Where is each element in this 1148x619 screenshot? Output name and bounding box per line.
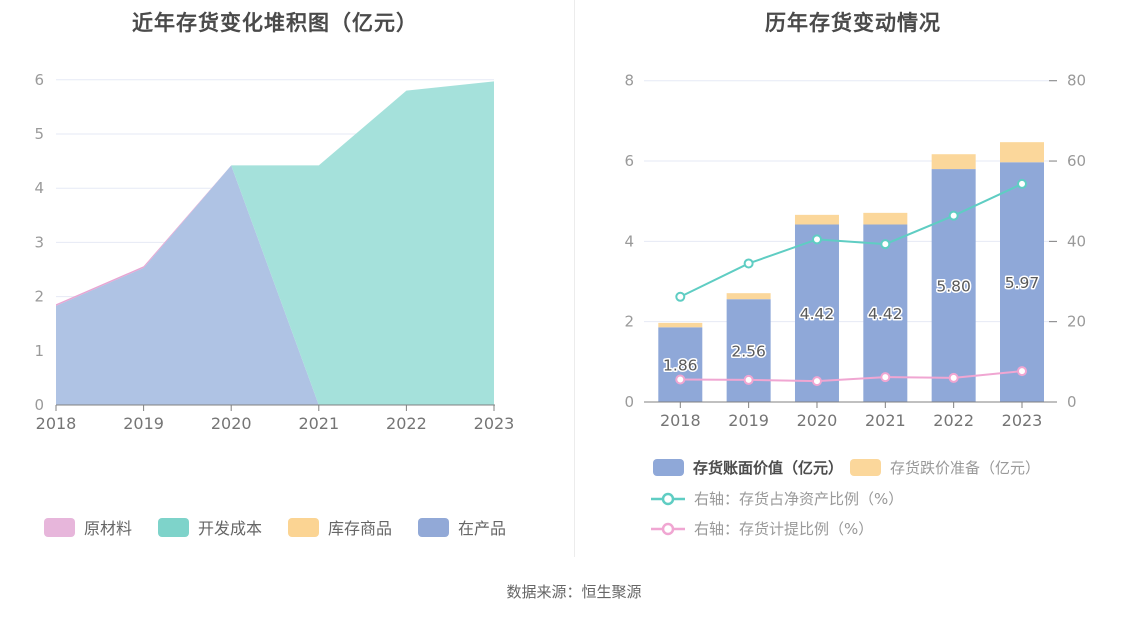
marker-provision-ratio-2021[interactable] [880, 372, 891, 383]
left-y-axis-tick-label: 8 [624, 72, 634, 90]
left-y-axis-tick-label: 2 [624, 313, 634, 331]
legend-item-raw-materials[interactable]: 原材料 [43, 515, 132, 539]
bar-provision-2022[interactable] [931, 154, 976, 170]
x-axis-label: 2023 [474, 414, 515, 433]
legend-item-net-asset-ratio[interactable]: 右轴：存货占净资产比例（%） [651, 488, 903, 509]
x-axis-label: 2022 [386, 414, 427, 433]
marker-provision-ratio-2022[interactable] [948, 372, 959, 383]
bar-provision-2023[interactable] [1000, 142, 1044, 163]
x-axis-label: 2019 [728, 411, 769, 430]
bar-value-label: 5.97 [1005, 274, 1040, 292]
bar-value-label: 4.42 [868, 305, 903, 323]
stacked-area-title: 近年存货变化堆积图（亿元） [132, 11, 418, 35]
right-y-axis-tick-label: 80 [1067, 72, 1086, 90]
bar-line-panel: 历年存货变动情况 0 0 2 20 4 40 6 60 8 80 1.86 2.56 4.42 4.42 5… [574, 0, 1148, 557]
left-y-axis-tick-label: 6 [624, 152, 634, 170]
bar-book-value-2020[interactable] [794, 224, 839, 402]
marker-provision-ratio-2023[interactable] [1017, 366, 1027, 377]
legend-label: 右轴：存货占净资产比例（%） [694, 490, 904, 508]
x-axis-label: 2023 [1002, 411, 1043, 430]
bar-provision-2018[interactable] [658, 322, 703, 328]
legend-item-inventory-book-value[interactable]: 存货账面价值（亿元） [653, 457, 843, 478]
bar-line-chart[interactable]: 0 0 2 20 4 40 6 60 8 80 1.86 2.56 4.42 4.42 5.80 5.97 20… [575, 0, 1148, 445]
y-axis-tick-label: 6 [34, 71, 44, 89]
line-provision-ratio[interactable] [680, 370, 1023, 383]
legend-item-provision-ratio[interactable]: 右轴：存货计提比例（%） [651, 518, 873, 539]
legend-item-merchandise-inventory[interactable]: 库存商品 [288, 515, 392, 539]
x-axis-label: 2022 [933, 411, 974, 430]
bar-provision-2021[interactable] [863, 212, 908, 225]
y-axis-tick-label: 0 [34, 396, 44, 414]
marker-net-asset-ratio-2018[interactable] [675, 291, 686, 302]
x-axis-label: 2019 [123, 414, 164, 433]
bar-value-label: 1.86 [663, 357, 698, 375]
legend-label: 库存商品 [328, 519, 393, 538]
left-y-axis-tick-label: 4 [624, 232, 634, 250]
bar-provision-2019[interactable] [726, 293, 771, 300]
stacked-area-panel: 近年存货变化堆积图（亿元） 0 1 2 3 4 5 6 2018 2019 2020 2021 202… [0, 0, 574, 557]
marker-net-asset-ratio-2019[interactable] [743, 258, 754, 269]
bar-book-value-2023[interactable] [1000, 162, 1044, 402]
left-y-axis-tick-label: 0 [624, 393, 634, 411]
x-axis-label: 2020 [211, 414, 252, 433]
legend-item-inventory-provision[interactable]: 存货跌价准备（亿元） [850, 457, 1040, 478]
x-axis-label: 2021 [865, 411, 906, 430]
x-axis-label: 2018 [36, 414, 77, 433]
merchandise-inventory-swatch-icon [288, 517, 319, 537]
legend-label: 存货跌价准备（亿元） [890, 459, 1041, 477]
development-cost-swatch-icon [157, 517, 189, 537]
y-axis-tick-label: 4 [34, 179, 44, 197]
marker-net-asset-ratio-2021[interactable] [880, 239, 891, 250]
y-axis-tick-label: 2 [34, 288, 44, 306]
work-in-progress-swatch-icon [418, 517, 450, 537]
right-y-axis-tick-label: 20 [1067, 313, 1086, 331]
x-axis-label: 2020 [797, 411, 838, 430]
legend-label: 右轴：存货计提比例（%） [694, 520, 874, 538]
y-axis-tick-label: 5 [34, 125, 44, 143]
legend-label: 在产品 [458, 519, 507, 538]
raw-materials-swatch-icon [43, 517, 75, 537]
provision-ratio-line-icon [651, 522, 685, 536]
stacked-area-chart[interactable]: 0 1 2 3 4 5 6 2018 2019 2020 2021 2022 2023 [0, 0, 574, 445]
right-y-axis-tick-label: 0 [1067, 393, 1077, 411]
area-band-development-cost[interactable] [56, 81, 494, 406]
bar-value-label: 5.80 [936, 278, 971, 296]
inventory-book-value-swatch-icon [653, 459, 684, 476]
right-y-axis-tick-label: 60 [1067, 152, 1086, 170]
y-axis-tick-label: 3 [34, 233, 44, 251]
legend-label: 存货账面价值（亿元） [693, 459, 844, 477]
marker-provision-ratio-2020[interactable] [811, 376, 822, 387]
bar-value-label: 4.42 [800, 305, 835, 323]
bar-book-value-2018[interactable] [658, 327, 703, 402]
right-y-axis-tick-label: 40 [1067, 232, 1086, 250]
marker-net-asset-ratio-2022[interactable] [948, 210, 959, 221]
stacked-area-legend: 原材料 开发成本 库存商品 在产品 [0, 515, 550, 539]
x-axis-label: 2018 [660, 411, 701, 430]
net-asset-ratio-line-icon [651, 492, 685, 506]
legend-label: 开发成本 [197, 519, 262, 538]
legend-label: 原材料 [83, 519, 132, 538]
x-axis-label: 2021 [298, 414, 339, 433]
line-net-asset-ratio[interactable] [679, 183, 1023, 298]
marker-net-asset-ratio-2020[interactable] [811, 234, 822, 245]
marker-provision-ratio-2019[interactable] [743, 374, 754, 385]
marker-net-asset-ratio-2023[interactable] [1017, 178, 1027, 189]
y-axis-tick-label: 1 [34, 342, 44, 360]
marker-provision-ratio-2018[interactable] [675, 374, 686, 385]
bar-value-label: 2.56 [731, 343, 766, 361]
legend-item-development-cost[interactable]: 开发成本 [157, 515, 262, 539]
legend-item-work-in-progress[interactable]: 在产品 [418, 515, 506, 539]
inventory-provision-swatch-icon [850, 459, 881, 476]
bar-line-title: 历年存货变动情况 [765, 11, 941, 35]
bar-provision-2020[interactable] [794, 214, 839, 225]
data-source-note: 数据来源：恒生聚源 [506, 583, 642, 601]
